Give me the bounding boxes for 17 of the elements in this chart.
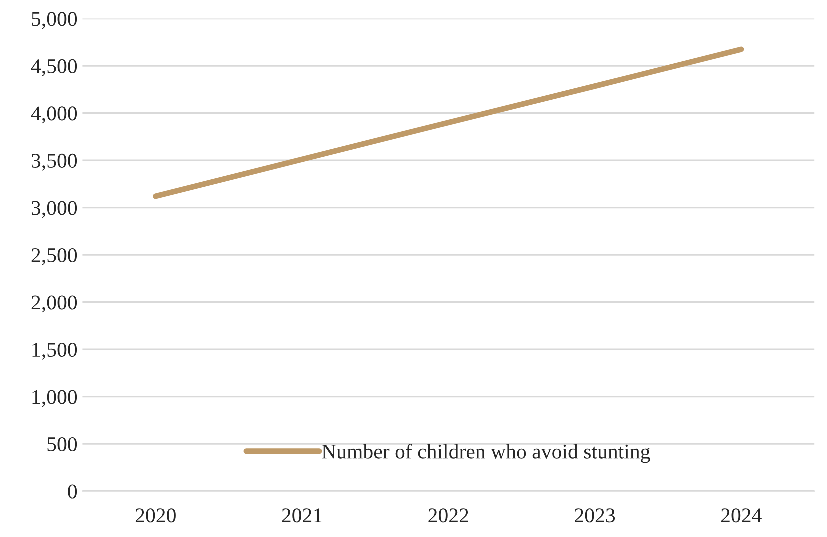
y-tick-label: 1,500 — [32, 342, 78, 360]
legend-label: Number of children who avoid stunting — [322, 444, 650, 464]
x-tick-label: 2020 — [136, 508, 176, 523]
y-tick-label: 0 — [68, 484, 78, 499]
y-tick-label: 3,500 — [32, 154, 78, 171]
y-tick-label: 4,500 — [31, 59, 78, 76]
y-tick-label: 3,000 — [32, 201, 78, 218]
x-tick-label: 2023 — [575, 508, 616, 523]
y-tick-label: 2,500 — [32, 248, 78, 266]
y-tick-label: 4,000 — [31, 106, 78, 124]
y-tick-label: 2,000 — [32, 296, 78, 313]
x-tick-label: 2022 — [428, 508, 468, 523]
y-tick-label: 5,000 — [32, 12, 78, 30]
y-tick-label: 500 — [48, 437, 78, 452]
x-tick-label: 2021 — [282, 508, 322, 523]
y-tick-label: 1,000 — [32, 390, 78, 408]
x-tick-label: 2024 — [721, 508, 762, 523]
